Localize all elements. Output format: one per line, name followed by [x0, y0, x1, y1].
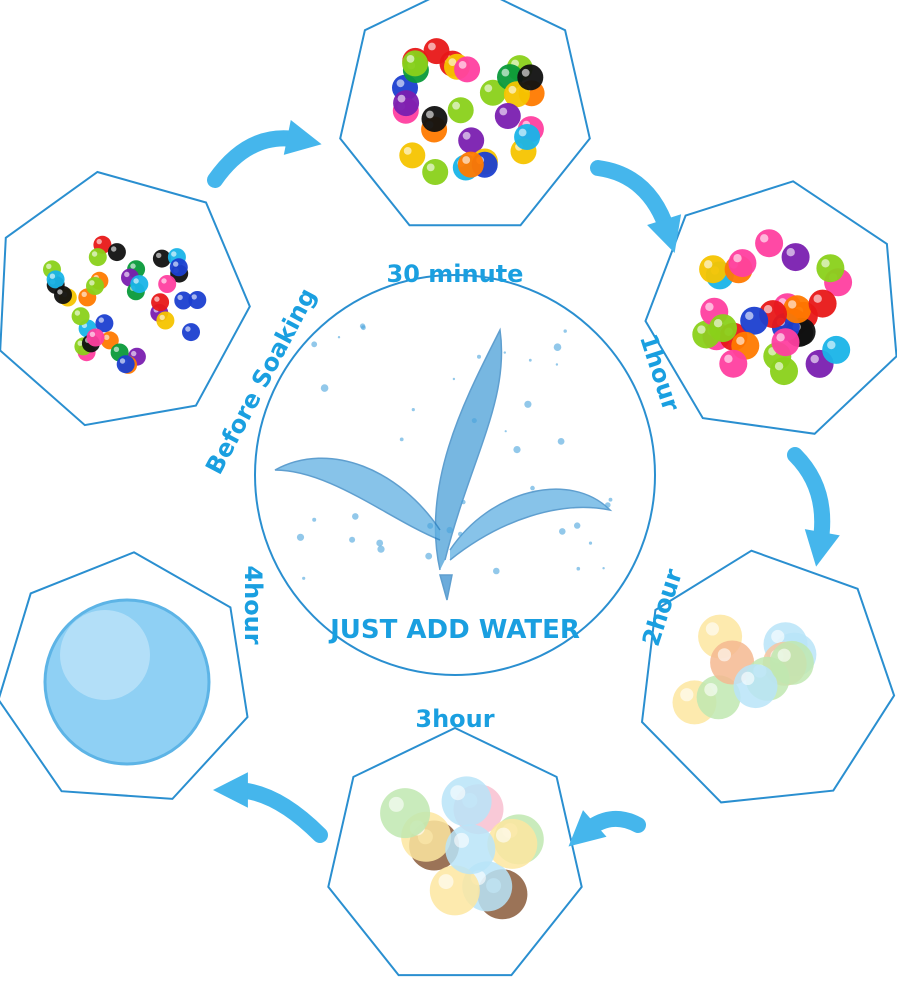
bead	[422, 159, 449, 185]
center-title: JUST ADD WATER	[328, 615, 580, 645]
bead	[719, 349, 748, 378]
bead	[71, 307, 90, 326]
bead	[457, 151, 484, 178]
bead	[783, 295, 812, 324]
bead	[54, 286, 72, 304]
bead	[816, 254, 845, 283]
swelling-colorful-beads-image	[392, 38, 545, 185]
single-blue-water-bead-image	[43, 598, 211, 766]
bead	[174, 291, 193, 310]
bead	[158, 275, 177, 293]
stage-5-panel	[0, 551, 249, 800]
small-colorful-beads-image	[43, 235, 207, 374]
bead	[487, 818, 538, 869]
bead	[421, 106, 448, 132]
arrow-icon	[568, 810, 646, 847]
bead	[151, 293, 170, 312]
bead	[808, 289, 837, 318]
bead	[781, 243, 810, 272]
stage-2-panel	[644, 180, 897, 435]
stage-3-panel	[640, 549, 896, 804]
translucent-beads-image	[672, 614, 817, 725]
bead	[770, 357, 798, 386]
bead	[517, 64, 544, 91]
bead	[822, 335, 851, 364]
bead	[88, 248, 107, 267]
bead	[740, 306, 769, 335]
bead	[733, 664, 778, 709]
arrow-icon	[213, 772, 328, 843]
heptagon-frame	[0, 170, 251, 427]
bead	[130, 275, 149, 294]
bead	[447, 97, 474, 124]
bead	[445, 824, 496, 875]
bead	[156, 311, 175, 330]
water-splash-icon	[274, 323, 613, 601]
bead	[709, 314, 737, 343]
bead	[494, 103, 521, 129]
bead	[116, 355, 135, 374]
bead	[699, 255, 728, 284]
bead	[402, 50, 429, 77]
bead	[514, 124, 541, 150]
larger-colorful-beads-image	[692, 229, 853, 386]
bead	[182, 323, 200, 342]
stage-label-4hour: 4hour	[239, 565, 267, 644]
bead	[454, 56, 481, 83]
bead	[86, 277, 104, 295]
stage-label-30-minute: 30 minute	[387, 260, 524, 288]
bead	[169, 258, 188, 277]
bead	[86, 328, 105, 347]
bead	[107, 243, 126, 262]
arrow-icon	[207, 120, 322, 188]
stage-label-3hour: 3hour	[415, 705, 494, 733]
stage-0-panel	[0, 170, 251, 427]
arrow-icon	[590, 160, 682, 253]
stage-4-panel	[327, 726, 583, 977]
bead	[755, 229, 784, 258]
bead	[769, 640, 814, 685]
bead	[441, 776, 492, 827]
bead	[771, 328, 800, 357]
bead	[728, 249, 757, 278]
arrow-icon	[787, 447, 840, 567]
bead	[393, 90, 420, 117]
stage-1-panel	[339, 0, 591, 227]
bead	[46, 270, 65, 289]
bead	[399, 142, 426, 169]
bead	[380, 788, 431, 839]
large-translucent-beads-image	[380, 776, 544, 920]
